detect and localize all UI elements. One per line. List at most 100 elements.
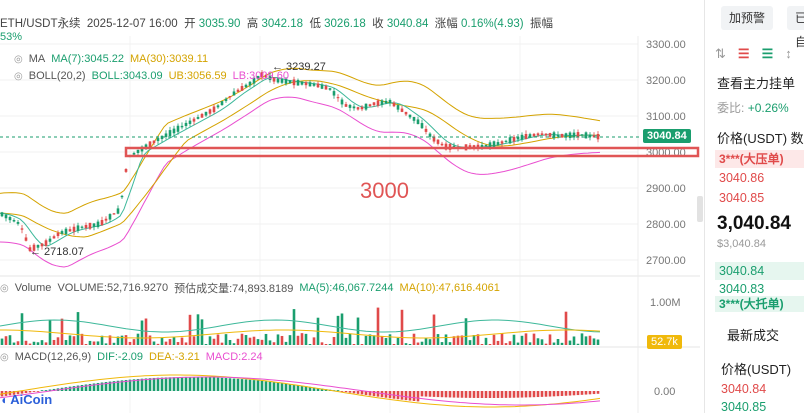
add-alert-button[interactable]: 加预警	[721, 6, 774, 30]
candle-body	[276, 78, 280, 83]
macd-bar	[540, 391, 544, 397]
list-icon-4[interactable]: ↕	[785, 46, 792, 61]
volume-bar	[56, 337, 60, 345]
eye-icon[interactable]: ◎	[0, 282, 9, 294]
high-value: 3042.18	[261, 18, 304, 30]
candle-body	[8, 217, 12, 221]
macd-dif: DIF:-2.09	[97, 351, 144, 363]
candle-body	[48, 238, 52, 242]
volume-bar	[16, 341, 20, 345]
macd-bar	[24, 391, 28, 394]
panel-resize-handle[interactable]	[697, 196, 703, 222]
volume-indicator-row[interactable]: ◎ Volume VOLUME:52,716.9270 预估成交量:74,893…	[0, 280, 500, 296]
candle-body	[172, 128, 176, 134]
open-value: 3035.90	[198, 18, 241, 30]
volume-bar	[568, 340, 572, 345]
kline-chart[interactable]: 3300.003200.003100.003000.002900.002800.…	[0, 0, 700, 413]
volume-bar	[516, 342, 520, 345]
ask-row[interactable]: 3040.86	[719, 171, 765, 185]
eye-icon[interactable]: ◎	[14, 70, 23, 82]
volume-bar	[244, 335, 248, 345]
macd-bar	[44, 390, 48, 391]
candles	[0, 70, 600, 253]
volume-bar	[60, 318, 64, 345]
macd-bar	[316, 388, 320, 391]
volume-bar	[212, 338, 216, 345]
candle-body	[248, 81, 252, 86]
change-label: 涨幅	[434, 18, 458, 30]
candle-body	[404, 111, 408, 115]
macd-bar	[244, 379, 248, 391]
macd-bar	[504, 391, 508, 398]
candle-body	[300, 81, 304, 85]
candle-body	[412, 116, 416, 121]
volume-bar	[536, 338, 540, 345]
eye-icon[interactable]: ◎	[14, 53, 23, 65]
volume-bar	[232, 343, 236, 345]
list-icon-2[interactable]: ☰	[737, 46, 750, 61]
ratio-label: 委比:	[717, 101, 745, 115]
candle-body	[444, 143, 448, 150]
price-axis-label: 3100.00	[646, 111, 686, 123]
macd-bar	[100, 382, 104, 391]
candle-body	[388, 99, 392, 104]
candle-body	[44, 240, 48, 246]
candle-body	[504, 140, 508, 142]
macd-indicator-row[interactable]: ◎ MACD(12,26,9) DIF:-2.09 DEA:-3.21 MACD…	[0, 351, 263, 363]
volume-bar	[52, 339, 56, 345]
volume-bar	[248, 337, 252, 345]
volume-bar	[64, 340, 68, 345]
candle-body	[552, 132, 556, 139]
candle-body	[516, 136, 520, 140]
candle-body	[372, 102, 376, 106]
change-value: 0.16%(4.93)	[460, 18, 524, 30]
ask-whale-row[interactable]: 3***(大压单)	[715, 150, 804, 168]
candle-body	[508, 137, 512, 144]
macd-value: MACD:2.24	[205, 351, 263, 363]
bid-whale-row[interactable]: 3***(大托单)	[715, 296, 804, 312]
bid-row[interactable]: 3040.83	[719, 282, 765, 296]
macd-bar	[468, 391, 472, 398]
macd-bar	[256, 380, 260, 391]
recent-trades-tab[interactable]: 最新成交	[727, 328, 780, 343]
candle-body	[12, 220, 16, 222]
macd-bar	[128, 379, 132, 391]
eye-icon[interactable]: ◎	[0, 351, 9, 363]
ask-row[interactable]: 3040.85	[719, 191, 765, 205]
volume-tag: 52.7k	[647, 335, 682, 349]
candle-body	[492, 141, 496, 147]
boll-indicator-row[interactable]: ◎ BOLL(20,2) BOLL:3043.09 UB:3056.59 LB:…	[14, 70, 289, 82]
candle-body	[588, 134, 592, 138]
watchlist-button[interactable]: 已自	[787, 6, 804, 49]
list-icon[interactable]: ⇅	[715, 46, 726, 61]
candle-body	[168, 130, 172, 137]
macd-bar	[436, 391, 440, 398]
volume-ma5: MA(5):46,067.7244	[299, 282, 394, 294]
low-value: 3026.18	[324, 18, 366, 30]
list-icon-3[interactable]: ☰	[761, 46, 774, 61]
volume-bar	[8, 335, 12, 345]
volume-bar	[572, 336, 576, 345]
candle-body	[56, 232, 60, 237]
candle-body	[4, 214, 8, 219]
candle-body	[36, 244, 40, 248]
logo-text: AiCoin	[10, 392, 53, 407]
symbol-label: ETH/USDT永续	[0, 18, 81, 30]
high-label: 高	[246, 18, 259, 30]
macd-dif-line	[0, 374, 601, 408]
macd-bar	[584, 391, 588, 395]
macd-bar	[360, 391, 364, 395]
ma-indicator-row[interactable]: ◎ MA MA(7):3045.22 MA(30):3039.11	[14, 53, 208, 65]
datetime-label: 2025-12-07 16:00	[86, 18, 178, 30]
chart-area[interactable]: 3300.00 3200.00 3100.00 3000.00 2900.00 2800.…	[0, 0, 700, 413]
candle-body	[116, 208, 120, 214]
volume-bar	[156, 343, 160, 345]
bid-row[interactable]: 3040.84	[715, 262, 804, 280]
ma30-value: MA(30):3039.11	[130, 53, 209, 65]
volume-bar	[284, 341, 288, 345]
volume-bar	[124, 335, 128, 345]
candle-body	[272, 77, 276, 82]
main-orders-link[interactable]: 查看主力挂单	[717, 76, 796, 91]
boll-name: BOLL(20,2)	[28, 70, 86, 82]
macd-bar	[356, 391, 360, 394]
